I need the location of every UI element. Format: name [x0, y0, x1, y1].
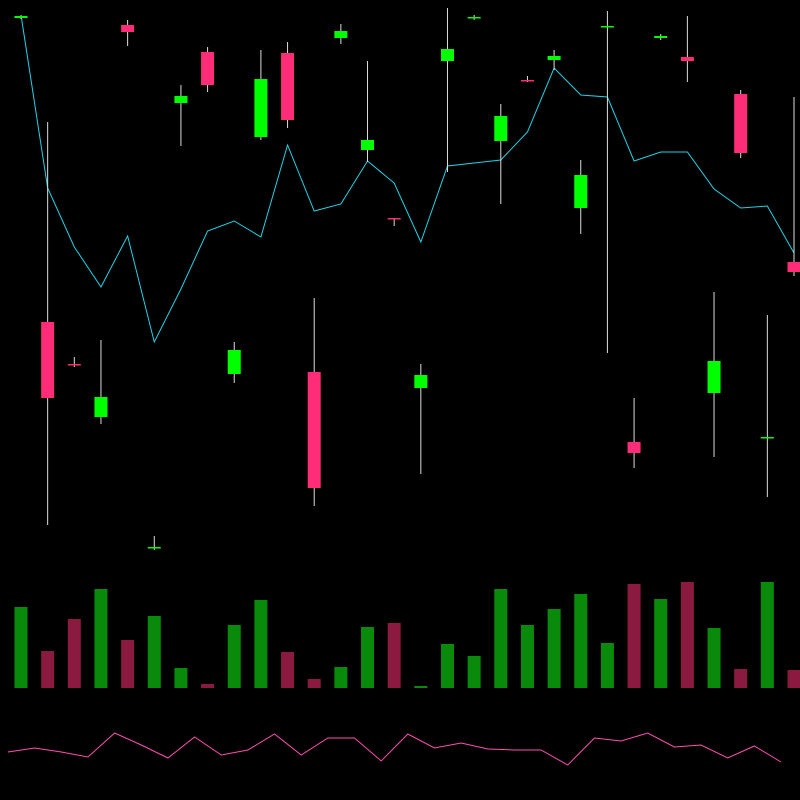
- candle-body: [254, 79, 268, 137]
- candle-body: [94, 397, 108, 417]
- candle-body: [67, 364, 81, 366]
- volume-bar: [41, 651, 55, 688]
- candle-body: [707, 361, 721, 393]
- volume-bar: [494, 589, 508, 688]
- candle-body: [201, 52, 215, 85]
- candle-body: [334, 31, 348, 38]
- volume-bar: [654, 599, 668, 688]
- candle-body: [787, 262, 800, 272]
- volume-bar: [627, 584, 641, 688]
- candle-body: [307, 372, 321, 488]
- candle-body: [147, 547, 161, 549]
- candle-body: [627, 442, 641, 453]
- candle-body: [680, 57, 694, 61]
- candle-body: [281, 53, 295, 120]
- candle-body: [574, 175, 588, 208]
- volume-bar: [281, 652, 295, 688]
- volume-bar: [547, 609, 561, 688]
- candle-body: [361, 140, 375, 150]
- candle-body: [734, 94, 748, 153]
- oscillator-line: [7, 732, 782, 766]
- volume-bar: [307, 679, 321, 688]
- volume-bar: [14, 607, 28, 688]
- moving-average-line: [20, 14, 795, 344]
- volume-bar: [707, 628, 721, 688]
- volume-bar: [600, 643, 614, 688]
- candle-body: [414, 375, 428, 388]
- volume-bar: [334, 667, 348, 688]
- candle-body: [467, 17, 481, 19]
- candle-body: [654, 36, 668, 38]
- volume-bar: [67, 619, 81, 688]
- volume-bar: [520, 625, 534, 688]
- volume-bar: [361, 627, 375, 688]
- candle-body: [600, 26, 614, 28]
- volume-bar: [414, 686, 428, 688]
- volume-bar: [174, 668, 188, 688]
- volume-bar: [440, 644, 454, 688]
- volume-bar: [201, 684, 215, 688]
- candle-body: [121, 25, 135, 32]
- volume-bar: [387, 623, 401, 688]
- volume-bar: [680, 582, 694, 688]
- volume-bar: [787, 670, 800, 688]
- volume-bar: [734, 669, 748, 688]
- volume-bar: [254, 600, 268, 688]
- volume-bar: [147, 616, 161, 688]
- candle-body: [41, 322, 55, 398]
- volume-bar: [760, 582, 774, 688]
- candle-body: [547, 56, 561, 60]
- candle-body: [760, 437, 774, 439]
- volume-bar: [574, 594, 588, 688]
- candle-body: [14, 16, 28, 18]
- candle-body: [174, 96, 188, 103]
- candle-body: [387, 218, 401, 220]
- candle-body: [440, 49, 454, 61]
- volume-bar: [467, 656, 481, 688]
- candle-body: [227, 350, 241, 374]
- volume-bar: [227, 625, 241, 688]
- volume-bar: [94, 589, 108, 688]
- volume-bar: [121, 640, 135, 688]
- candle-body: [520, 80, 534, 82]
- candle-body: [494, 116, 508, 141]
